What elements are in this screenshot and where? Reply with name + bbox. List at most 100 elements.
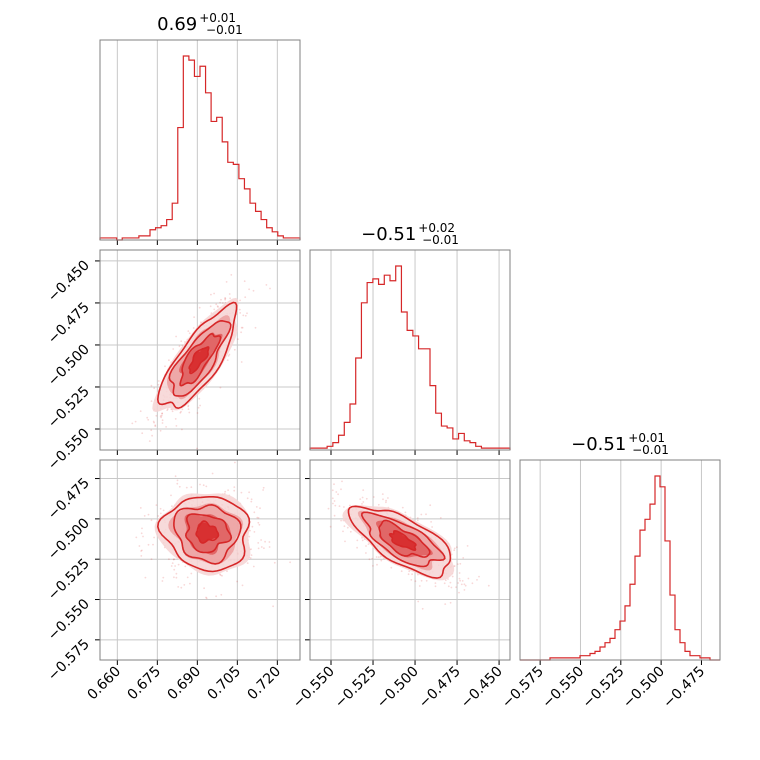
sample-point bbox=[144, 576, 147, 579]
sample-point bbox=[387, 497, 389, 499]
sample-point bbox=[331, 497, 334, 500]
sample-point bbox=[171, 562, 174, 564]
sample-point bbox=[229, 297, 232, 300]
sample-point bbox=[183, 584, 186, 586]
sample-point bbox=[165, 426, 168, 428]
sample-point bbox=[159, 415, 162, 418]
sample-point bbox=[269, 287, 271, 290]
sample-point bbox=[262, 486, 265, 489]
sample-point bbox=[411, 573, 413, 576]
sample-point bbox=[425, 579, 428, 582]
title-median: 0.69 bbox=[157, 14, 197, 35]
sample-point bbox=[159, 429, 162, 432]
sample-point bbox=[175, 335, 178, 338]
sample-point bbox=[203, 587, 206, 590]
sample-point bbox=[139, 410, 142, 413]
sample-point bbox=[258, 523, 261, 526]
sample-point bbox=[250, 548, 252, 551]
sample-point bbox=[349, 504, 351, 507]
sample-point bbox=[447, 578, 449, 580]
scatter-panel-param-1-vs-3 bbox=[95, 459, 301, 665]
sample-point bbox=[372, 496, 375, 498]
panel-frame bbox=[99, 249, 301, 451]
sample-point bbox=[177, 563, 180, 566]
sample-point bbox=[227, 489, 230, 491]
sample-point bbox=[252, 289, 255, 292]
sample-point bbox=[224, 298, 227, 301]
sample-point bbox=[160, 414, 163, 417]
sample-point bbox=[260, 539, 262, 541]
x-tick-label: −0.475 bbox=[416, 664, 464, 712]
sample-point bbox=[173, 558, 175, 561]
sample-point bbox=[159, 507, 162, 510]
sample-point bbox=[421, 607, 424, 610]
x-tick-label: −0.550 bbox=[539, 664, 587, 712]
sample-point bbox=[162, 509, 165, 512]
sample-point bbox=[246, 562, 249, 564]
sample-point bbox=[455, 546, 458, 549]
sample-point bbox=[361, 503, 363, 505]
sample-point bbox=[362, 501, 365, 503]
y-tick-labels-param-3: −0.575−0.550−0.525−0.500−0.475 bbox=[45, 475, 93, 684]
sample-point bbox=[434, 585, 437, 588]
sample-point bbox=[178, 345, 181, 348]
sample-point bbox=[244, 296, 247, 299]
sample-point bbox=[239, 299, 242, 302]
x-tick-labels-param-3: −0.575−0.550−0.525−0.500−0.475 bbox=[499, 664, 708, 712]
sample-point bbox=[252, 565, 255, 568]
sample-point bbox=[237, 338, 239, 340]
sample-point bbox=[228, 353, 231, 356]
sample-point bbox=[361, 539, 364, 542]
sample-point bbox=[377, 503, 380, 506]
sample-point bbox=[335, 491, 338, 493]
sample-point bbox=[174, 565, 177, 567]
sample-point bbox=[188, 332, 191, 335]
sample-point bbox=[175, 576, 178, 579]
y-tick-label: −0.550 bbox=[45, 596, 93, 644]
contour-line bbox=[156, 301, 238, 410]
sample-point bbox=[430, 521, 432, 523]
sample-point bbox=[187, 408, 190, 410]
sample-point bbox=[199, 404, 202, 407]
sample-point bbox=[385, 501, 387, 504]
sample-point bbox=[178, 485, 181, 488]
sample-point bbox=[429, 504, 432, 507]
sample-point bbox=[380, 559, 383, 562]
sample-point bbox=[140, 532, 143, 535]
sample-point bbox=[171, 410, 174, 413]
sample-point bbox=[333, 514, 336, 517]
sample-point bbox=[268, 541, 271, 543]
x-tick-label: −0.525 bbox=[332, 664, 380, 712]
sample-point bbox=[420, 513, 423, 516]
sample-point bbox=[181, 428, 183, 431]
sample-point bbox=[471, 582, 474, 585]
y-tick-label: −0.500 bbox=[45, 341, 93, 389]
sample-point bbox=[459, 579, 461, 582]
sample-point bbox=[134, 420, 137, 423]
sample-point bbox=[170, 408, 173, 411]
sample-point bbox=[450, 586, 453, 589]
contour-line bbox=[184, 513, 233, 554]
sample-point bbox=[230, 274, 233, 276]
sample-point bbox=[172, 558, 175, 561]
sample-point bbox=[461, 580, 464, 582]
sample-point bbox=[224, 297, 227, 299]
sample-point bbox=[161, 412, 164, 415]
sample-point bbox=[153, 387, 156, 390]
sample-point bbox=[458, 572, 461, 574]
y-tick-label: −0.500 bbox=[45, 515, 93, 563]
sample-point bbox=[152, 420, 155, 423]
sample-point bbox=[233, 489, 236, 492]
sample-point bbox=[170, 565, 173, 567]
sample-point bbox=[141, 527, 143, 530]
x-tick-label: −0.450 bbox=[458, 664, 506, 712]
sample-point bbox=[407, 573, 410, 576]
sample-point bbox=[205, 596, 207, 599]
sample-point bbox=[150, 558, 153, 560]
sample-point bbox=[155, 414, 158, 417]
sample-point bbox=[187, 330, 190, 332]
sample-point bbox=[185, 486, 188, 489]
sample-point bbox=[138, 545, 141, 547]
sample-point bbox=[170, 494, 172, 497]
